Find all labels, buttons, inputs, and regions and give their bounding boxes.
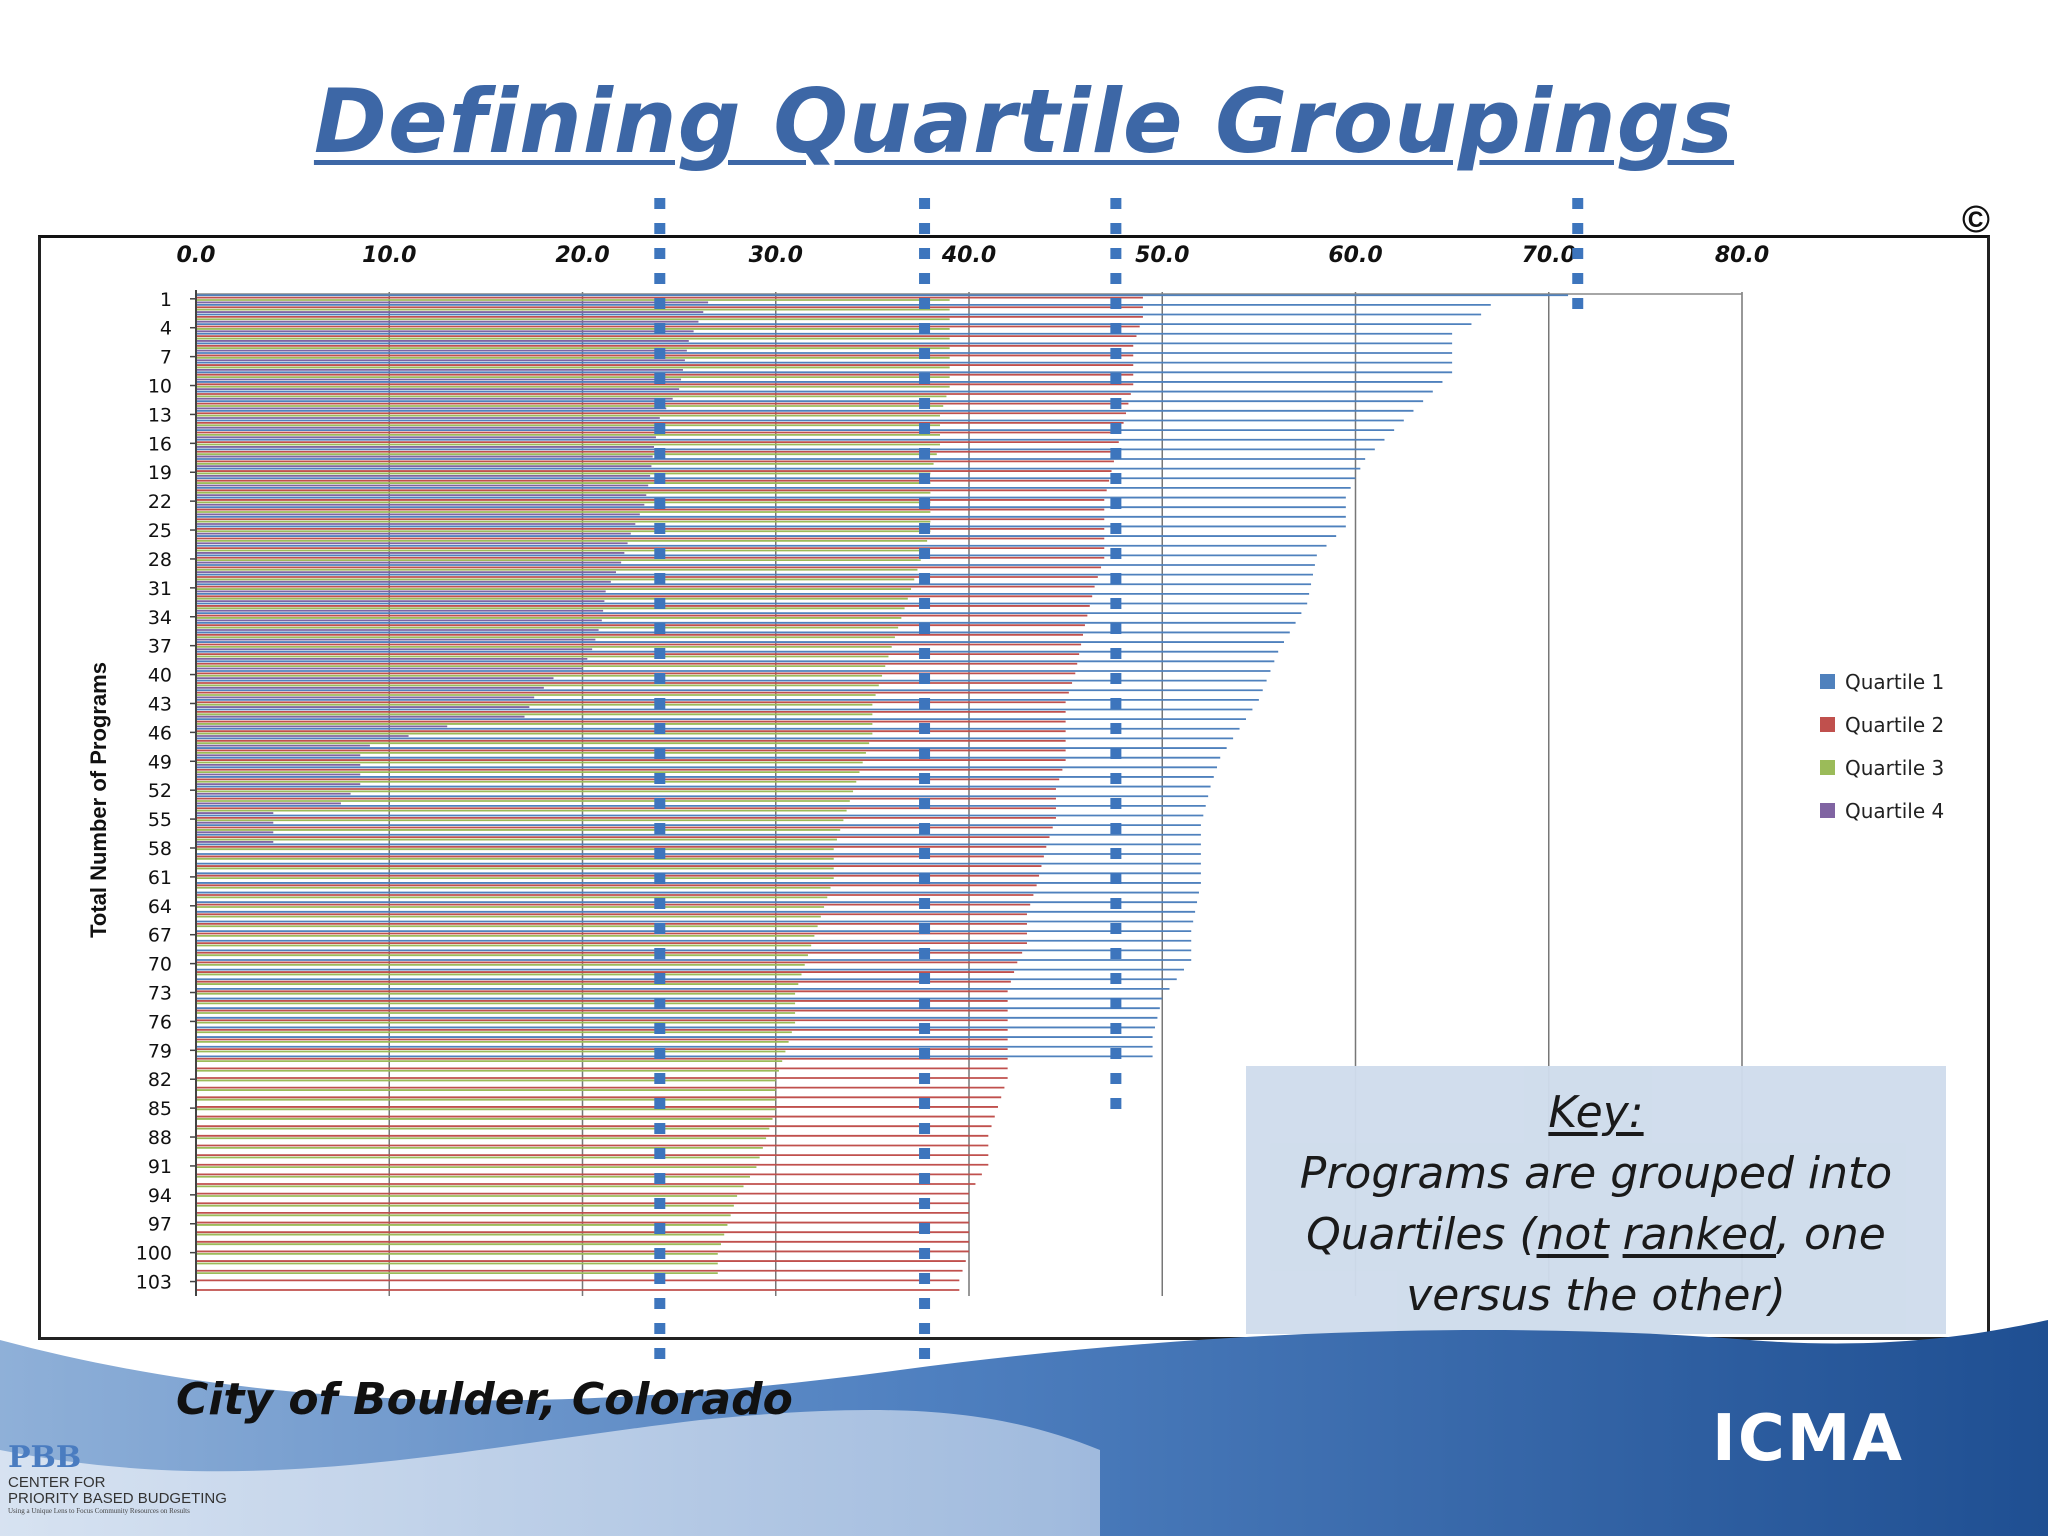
y-tick-label: 25 <box>148 520 172 542</box>
y-tick-label: 61 <box>148 867 172 889</box>
legend: Quartile 1 Quartile 2 Quartile 3 Quartile 4 <box>1820 660 1944 832</box>
y-tick-label: 100 <box>136 1243 172 1265</box>
divider-layer <box>654 198 1584 1360</box>
y-tick-label: 1 <box>160 289 172 311</box>
y-tick-label: 94 <box>148 1185 172 1207</box>
pbb-line-1: CENTER FOR <box>8 1474 106 1491</box>
y-tick-label: 55 <box>148 809 172 831</box>
icma-logo: ICMA <box>1712 1402 1904 1476</box>
key-box: Key: Programs are grouped into Quartiles… <box>1246 1066 1946 1334</box>
y-tick-label: 103 <box>136 1272 172 1294</box>
axis-layer: 0.0 10.0 20.0 30.0 40.0 50.0 60.0 70.0 80.0 1 4 7 10… <box>136 243 1769 1296</box>
key-heading: Key: <box>1548 1087 1644 1138</box>
y-tick-label: 88 <box>148 1127 172 1149</box>
y-tick-label: 82 <box>148 1069 172 1091</box>
x-tick-label: 50.0 <box>1135 243 1189 268</box>
y-tick-label: 13 <box>148 404 172 426</box>
x-tick-label: 10.0 <box>362 243 416 268</box>
y-tick-label: 49 <box>148 751 172 773</box>
city-label: City of Boulder, Colorado <box>176 1374 793 1425</box>
y-tick-label: 91 <box>148 1156 172 1178</box>
legend-item: Quartile 1 <box>1820 660 1944 703</box>
y-tick-label: 67 <box>148 925 172 947</box>
legend-swatch <box>1820 803 1835 818</box>
key-line-1: Programs are grouped into <box>1299 1148 1893 1199</box>
y-tick-label: 43 <box>148 693 172 715</box>
y-tick-label: 28 <box>148 549 172 571</box>
y-tick-label: 40 <box>148 665 172 687</box>
y-tick-label: 73 <box>148 983 172 1005</box>
legend-swatch <box>1820 674 1835 689</box>
x-tick-label: 30.0 <box>749 243 803 268</box>
x-tick-label: 40.0 <box>941 243 996 268</box>
pbb-mark: PBB <box>8 1440 82 1475</box>
legend-label: Quartile 2 <box>1845 712 1945 737</box>
legend-swatch <box>1820 717 1835 732</box>
key-line-3: versus the other) <box>1406 1270 1786 1321</box>
footer-wave <box>0 1320 2048 1536</box>
legend-label: Quartile 3 <box>1845 755 1945 780</box>
legend-label: Quartile 1 <box>1845 669 1945 694</box>
x-tick-label: 0.0 <box>177 243 216 268</box>
y-tick-label: 97 <box>148 1214 172 1236</box>
y-tick-label: 52 <box>148 780 172 802</box>
y-tick-label: 4 <box>160 318 172 340</box>
y-tick-label: 58 <box>148 838 172 860</box>
legend-label: Quartile 4 <box>1845 798 1945 823</box>
slide-title: Defining Quartile Groupings <box>313 70 1735 173</box>
legend-item: Quartile 3 <box>1820 746 1944 789</box>
y-tick-label: 37 <box>148 636 172 658</box>
pbb-tagline: Using a Unique Lens to Focus Community R… <box>8 1507 190 1515</box>
y-tick-label: 31 <box>148 578 172 600</box>
y-tick-label: 76 <box>148 1011 172 1033</box>
x-tick-label: 20.0 <box>555 243 609 268</box>
y-axis-label: Total Number of Programs <box>86 662 111 938</box>
x-tick-label: 80.0 <box>1715 243 1769 268</box>
x-tick-label: 70.0 <box>1522 243 1576 268</box>
y-tick-label: 22 <box>148 491 172 513</box>
pbb-line-2: PRIORITY BASED BUDGETING <box>8 1490 227 1507</box>
copyright-icon: © <box>1962 199 1990 241</box>
y-tick-label: 85 <box>148 1098 172 1120</box>
y-tick-label: 7 <box>160 347 172 369</box>
y-tick-label: 34 <box>148 607 172 629</box>
y-tick-label: 19 <box>148 462 172 484</box>
y-tick-label: 46 <box>148 722 172 744</box>
pbb-logo: PBB CENTER FOR PRIORITY BASED BUDGETING … <box>8 1440 258 1536</box>
bar-layer <box>196 294 1569 1291</box>
legend-item: Quartile 4 <box>1820 789 1944 832</box>
key-line-2: Quartiles (not ranked, one <box>1306 1209 1886 1260</box>
y-tick-label: 16 <box>148 433 172 455</box>
legend-swatch <box>1820 760 1835 775</box>
y-tick-label: 79 <box>148 1040 172 1062</box>
x-tick-label: 60.0 <box>1328 243 1382 268</box>
legend-item: Quartile 2 <box>1820 703 1944 746</box>
y-tick-label: 70 <box>148 954 172 976</box>
y-tick-label: 64 <box>148 896 172 918</box>
y-tick-label: 10 <box>148 376 172 398</box>
